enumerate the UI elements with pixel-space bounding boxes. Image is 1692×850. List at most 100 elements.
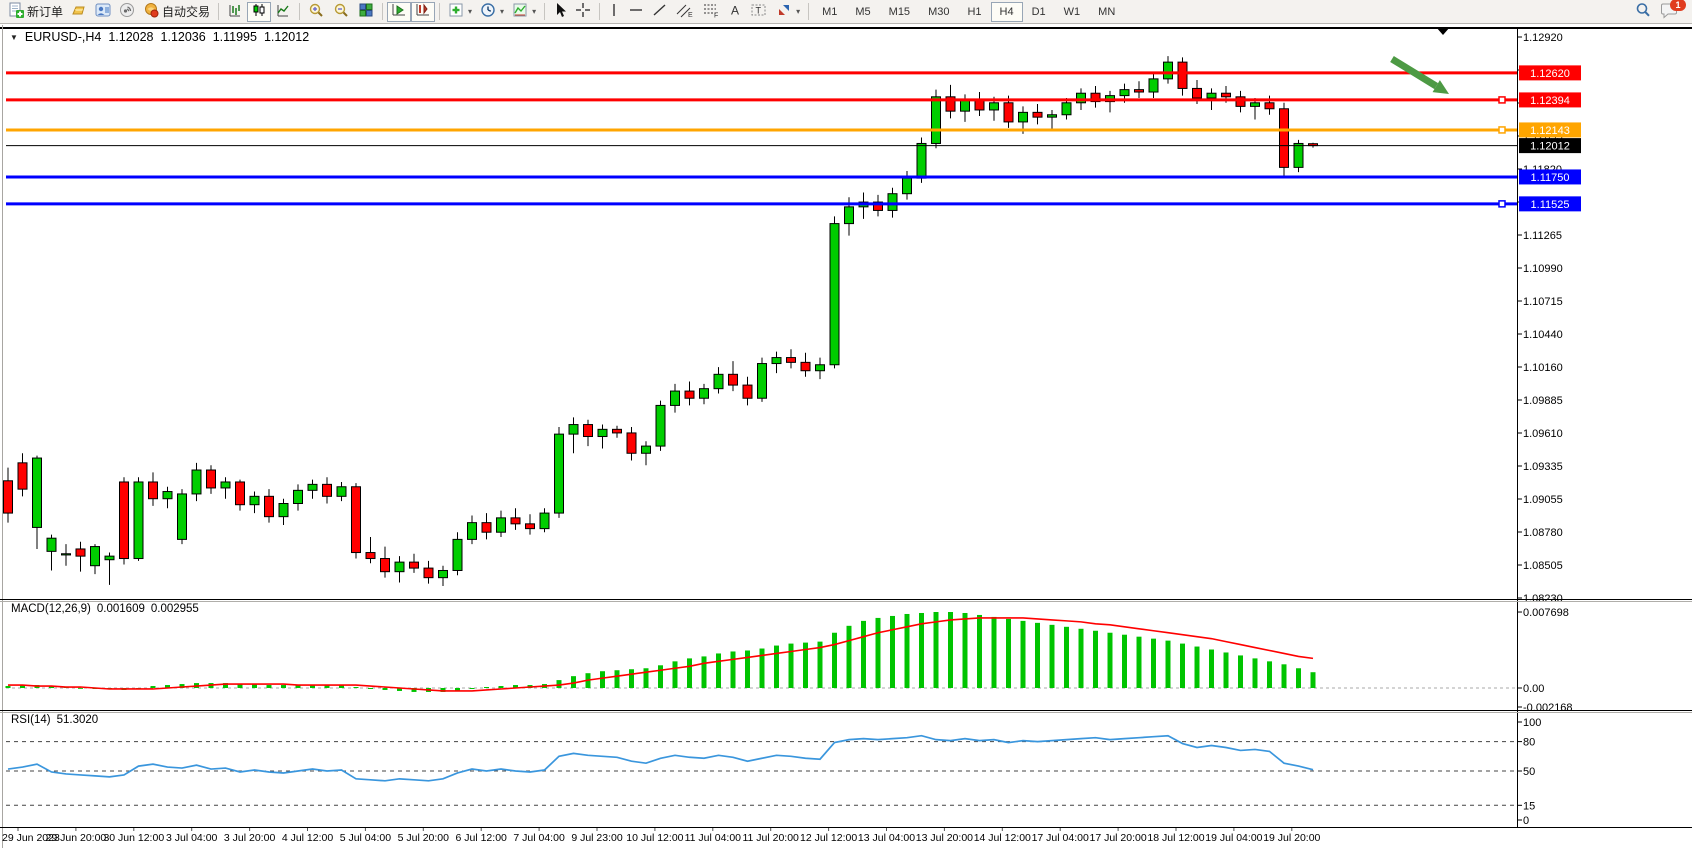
broadcast-button[interactable] [115, 2, 139, 22]
svg-text:80: 80 [1523, 737, 1535, 749]
vertical-line-icon [608, 2, 620, 21]
search-button[interactable] [1631, 2, 1656, 22]
line-chart-icon [275, 2, 291, 21]
svg-text:-0.002168: -0.002168 [1523, 702, 1573, 714]
timeframe-mn-button[interactable]: MN [1089, 2, 1124, 22]
svg-text:100: 100 [1523, 717, 1541, 729]
svg-text:13 Jul 04:00: 13 Jul 04:00 [858, 832, 915, 844]
svg-text:5 Jul 20:00: 5 Jul 20:00 [398, 832, 450, 844]
trendline-icon [652, 2, 668, 21]
new-order-icon [8, 2, 24, 21]
svg-text:3 Jul 04:00: 3 Jul 04:00 [166, 832, 218, 844]
svg-text:7 Jul 04:00: 7 Jul 04:00 [513, 832, 565, 844]
candlestick-icon [251, 2, 267, 21]
broadcast-icon [119, 2, 135, 21]
bar-chart-icon [227, 2, 243, 21]
templates-button[interactable]: ▾ [508, 2, 540, 22]
chart-shift-button[interactable] [411, 1, 436, 22]
svg-text:E: E [688, 12, 693, 18]
horizontal-line-icon [628, 2, 644, 21]
zoom-in-icon [308, 2, 325, 21]
toolbar-separator [599, 3, 601, 20]
vertical-line-tool-button[interactable] [604, 2, 624, 22]
crosshair-icon [575, 2, 591, 21]
top-marker-icon [1436, 27, 1450, 35]
chevron-down-icon: ▾ [532, 7, 537, 16]
macd-label: MACD(12,26,9) 0.001609 0.002955 [11, 603, 199, 615]
svg-text:0: 0 [1523, 815, 1529, 827]
account-button[interactable] [91, 2, 115, 22]
svg-text:1.12012: 1.12012 [1530, 141, 1570, 153]
collapse-icon[interactable]: ▼ [10, 32, 18, 42]
svg-text:1.10160: 1.10160 [1523, 362, 1563, 374]
tile-windows-icon [358, 2, 374, 21]
tile-windows-button[interactable] [354, 2, 378, 22]
channel-tool-button[interactable]: E [672, 2, 698, 22]
auto-trading-icon [143, 2, 159, 21]
svg-text:1.11750: 1.11750 [1531, 172, 1570, 184]
text-tool-button[interactable]: A [724, 2, 746, 22]
text-label-tool-button[interactable]: T [746, 2, 772, 22]
svg-text:1.12394: 1.12394 [1530, 95, 1570, 107]
main-toolbar: 新订单 自动交易 ▾ ▾ ▾ E F A T [0, 0, 1692, 24]
svg-text:18 Jul 12:00: 18 Jul 12:00 [1147, 832, 1204, 844]
trendline-tool-button[interactable] [648, 2, 672, 22]
gold-symbol-button[interactable] [67, 2, 91, 22]
svg-text:30 Jun 12:00: 30 Jun 12:00 [103, 832, 164, 844]
svg-text:11 Jul 20:00: 11 Jul 20:00 [742, 832, 799, 844]
trader-profile-icon [95, 2, 111, 21]
chevron-down-icon: ▾ [500, 7, 505, 16]
zoom-in-button[interactable] [304, 2, 329, 22]
auto-trading-button[interactable]: 自动交易 [139, 2, 214, 22]
timeframe-m15-button[interactable]: M15 [880, 2, 919, 22]
svg-text:1.11525: 1.11525 [1531, 199, 1570, 211]
new-order-button[interactable]: 新订单 [4, 2, 67, 22]
line-chart-mode-button[interactable] [271, 2, 295, 22]
rsi-label: RSI(14) 51.3020 [11, 714, 99, 726]
svg-text:19 Jul 20:00: 19 Jul 20:00 [1263, 832, 1320, 844]
open-value: 1.12028 [108, 30, 154, 44]
fibonacci-tool-button[interactable]: F [698, 2, 724, 22]
svg-text:1.08505: 1.08505 [1523, 560, 1563, 572]
svg-text:1.09055: 1.09055 [1523, 494, 1563, 506]
timeframe-m1-button[interactable]: M1 [813, 2, 846, 22]
svg-text:T: T [756, 6, 762, 16]
timeframe-w1-button[interactable]: W1 [1055, 2, 1090, 22]
bar-chart-mode-button[interactable] [223, 2, 247, 22]
zoom-out-icon [333, 2, 350, 21]
svg-text:1.09885: 1.09885 [1523, 395, 1563, 407]
clock-icon [480, 2, 496, 21]
svg-text:17 Jul 20:00: 17 Jul 20:00 [1089, 832, 1146, 844]
candlestick-mode-button[interactable] [247, 1, 272, 22]
timeframe-m30-button[interactable]: M30 [919, 2, 958, 22]
svg-text:6 Jul 12:00: 6 Jul 12:00 [456, 832, 508, 844]
trend-arrow-icon [1390, 56, 1439, 90]
auto-scroll-icon [391, 2, 407, 21]
chevron-down-icon: ▾ [796, 7, 801, 16]
svg-text:50: 50 [1523, 766, 1535, 778]
low-value: 1.11995 [212, 30, 257, 44]
svg-text:17 Jul 04:00: 17 Jul 04:00 [1032, 832, 1089, 844]
rsi-layer [6, 734, 1517, 806]
svg-text:1.10990: 1.10990 [1523, 263, 1563, 275]
indicators-button[interactable]: ▾ [444, 2, 476, 22]
svg-text:1.12620: 1.12620 [1530, 68, 1570, 80]
symbol-period-label: EURUSD-,H4 [24, 30, 102, 44]
cursor-tool-button[interactable] [549, 2, 571, 22]
notifications-button[interactable]: 1 [1656, 0, 1686, 22]
horizontal-line-tool-button[interactable] [624, 2, 648, 22]
timeframe-h1-button[interactable]: H1 [958, 2, 990, 22]
arrows-tool-button[interactable]: ▾ [772, 2, 804, 22]
macd-layer [5, 612, 1517, 692]
zoom-out-button[interactable] [329, 2, 354, 22]
crosshair-tool-button[interactable] [571, 2, 595, 22]
template-icon [512, 2, 528, 21]
timeframe-m5-button[interactable]: M5 [846, 2, 879, 22]
timeframe-d1-button[interactable]: D1 [1023, 2, 1055, 22]
svg-text:0.007698: 0.007698 [1523, 607, 1569, 619]
periods-button[interactable]: ▾ [476, 2, 508, 22]
auto-scroll-button[interactable] [387, 1, 412, 22]
timeframe-h4-button[interactable]: H4 [990, 1, 1023, 22]
toolbar-separator [299, 3, 301, 20]
